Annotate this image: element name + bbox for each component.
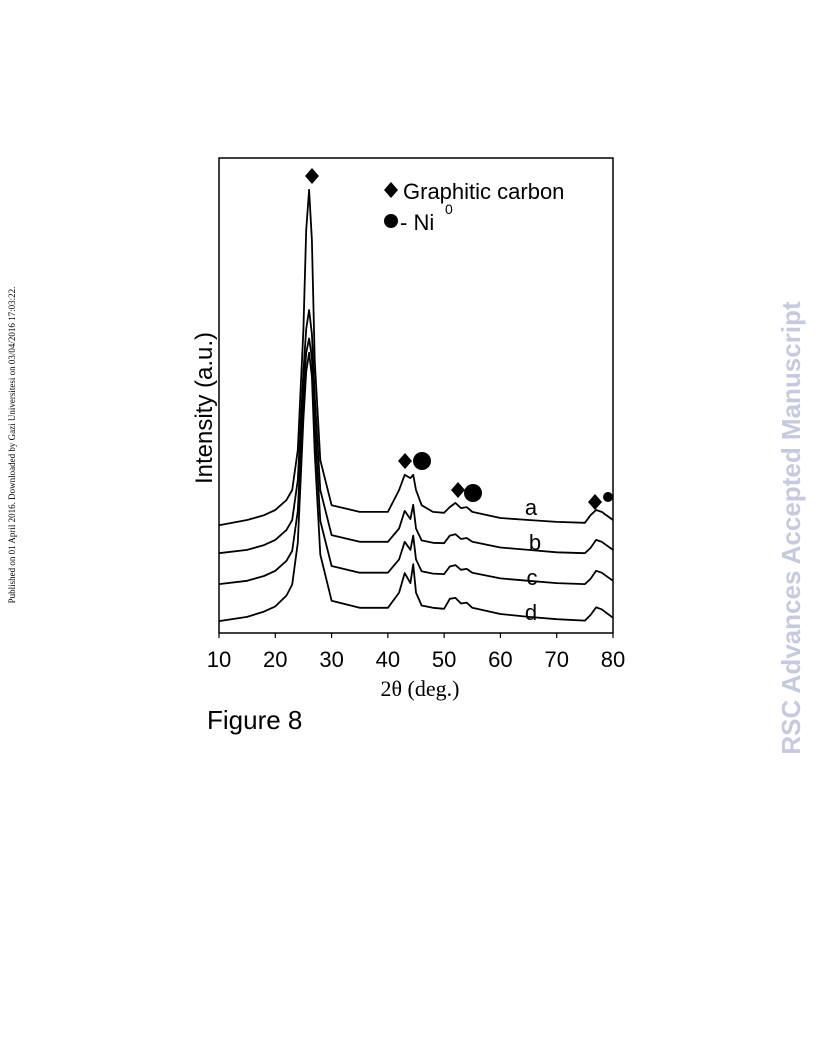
peak-marker bbox=[588, 494, 602, 510]
series-label: d bbox=[525, 600, 537, 625]
series-line bbox=[218, 351, 614, 622]
legend-circle bbox=[384, 214, 398, 228]
series-label: c bbox=[527, 565, 538, 590]
plot-frame bbox=[218, 157, 614, 634]
caption: Figure 8 bbox=[207, 705, 302, 735]
x-tick-label: 60 bbox=[488, 647, 512, 672]
series-label: a bbox=[525, 495, 538, 520]
x-tick-label: 40 bbox=[376, 647, 400, 672]
x-tick-label: 70 bbox=[544, 647, 568, 672]
y-axis-label: Intensity (a.u.) bbox=[191, 332, 218, 484]
peak-marker bbox=[398, 453, 412, 469]
peak-marker bbox=[305, 168, 319, 184]
peak-marker bbox=[413, 452, 431, 470]
peak-marker bbox=[603, 492, 613, 502]
series-label: b bbox=[529, 530, 541, 555]
peak-marker bbox=[464, 484, 482, 502]
legend-superscript: 0 bbox=[445, 201, 453, 217]
x-tick-label: 20 bbox=[263, 647, 287, 672]
x-tick-label: 30 bbox=[319, 647, 343, 672]
x-tick-label: 80 bbox=[601, 647, 625, 672]
watermark: RSC Advances Accepted Manuscript bbox=[776, 301, 806, 755]
peak-marker bbox=[451, 482, 465, 498]
series-line bbox=[218, 337, 614, 585]
series-line bbox=[218, 309, 614, 555]
x-tick-label: 10 bbox=[207, 647, 231, 672]
legend-text: Graphitic carbon bbox=[403, 179, 564, 204]
side-note: Published on 01 April 2016. Downloaded b… bbox=[7, 287, 17, 604]
legend-diamond bbox=[384, 182, 398, 198]
x-axis-label: 2θ (deg.) bbox=[381, 676, 460, 701]
series-line bbox=[218, 188, 614, 527]
x-tick-label: 50 bbox=[432, 647, 456, 672]
legend-text: - Ni bbox=[400, 210, 434, 235]
